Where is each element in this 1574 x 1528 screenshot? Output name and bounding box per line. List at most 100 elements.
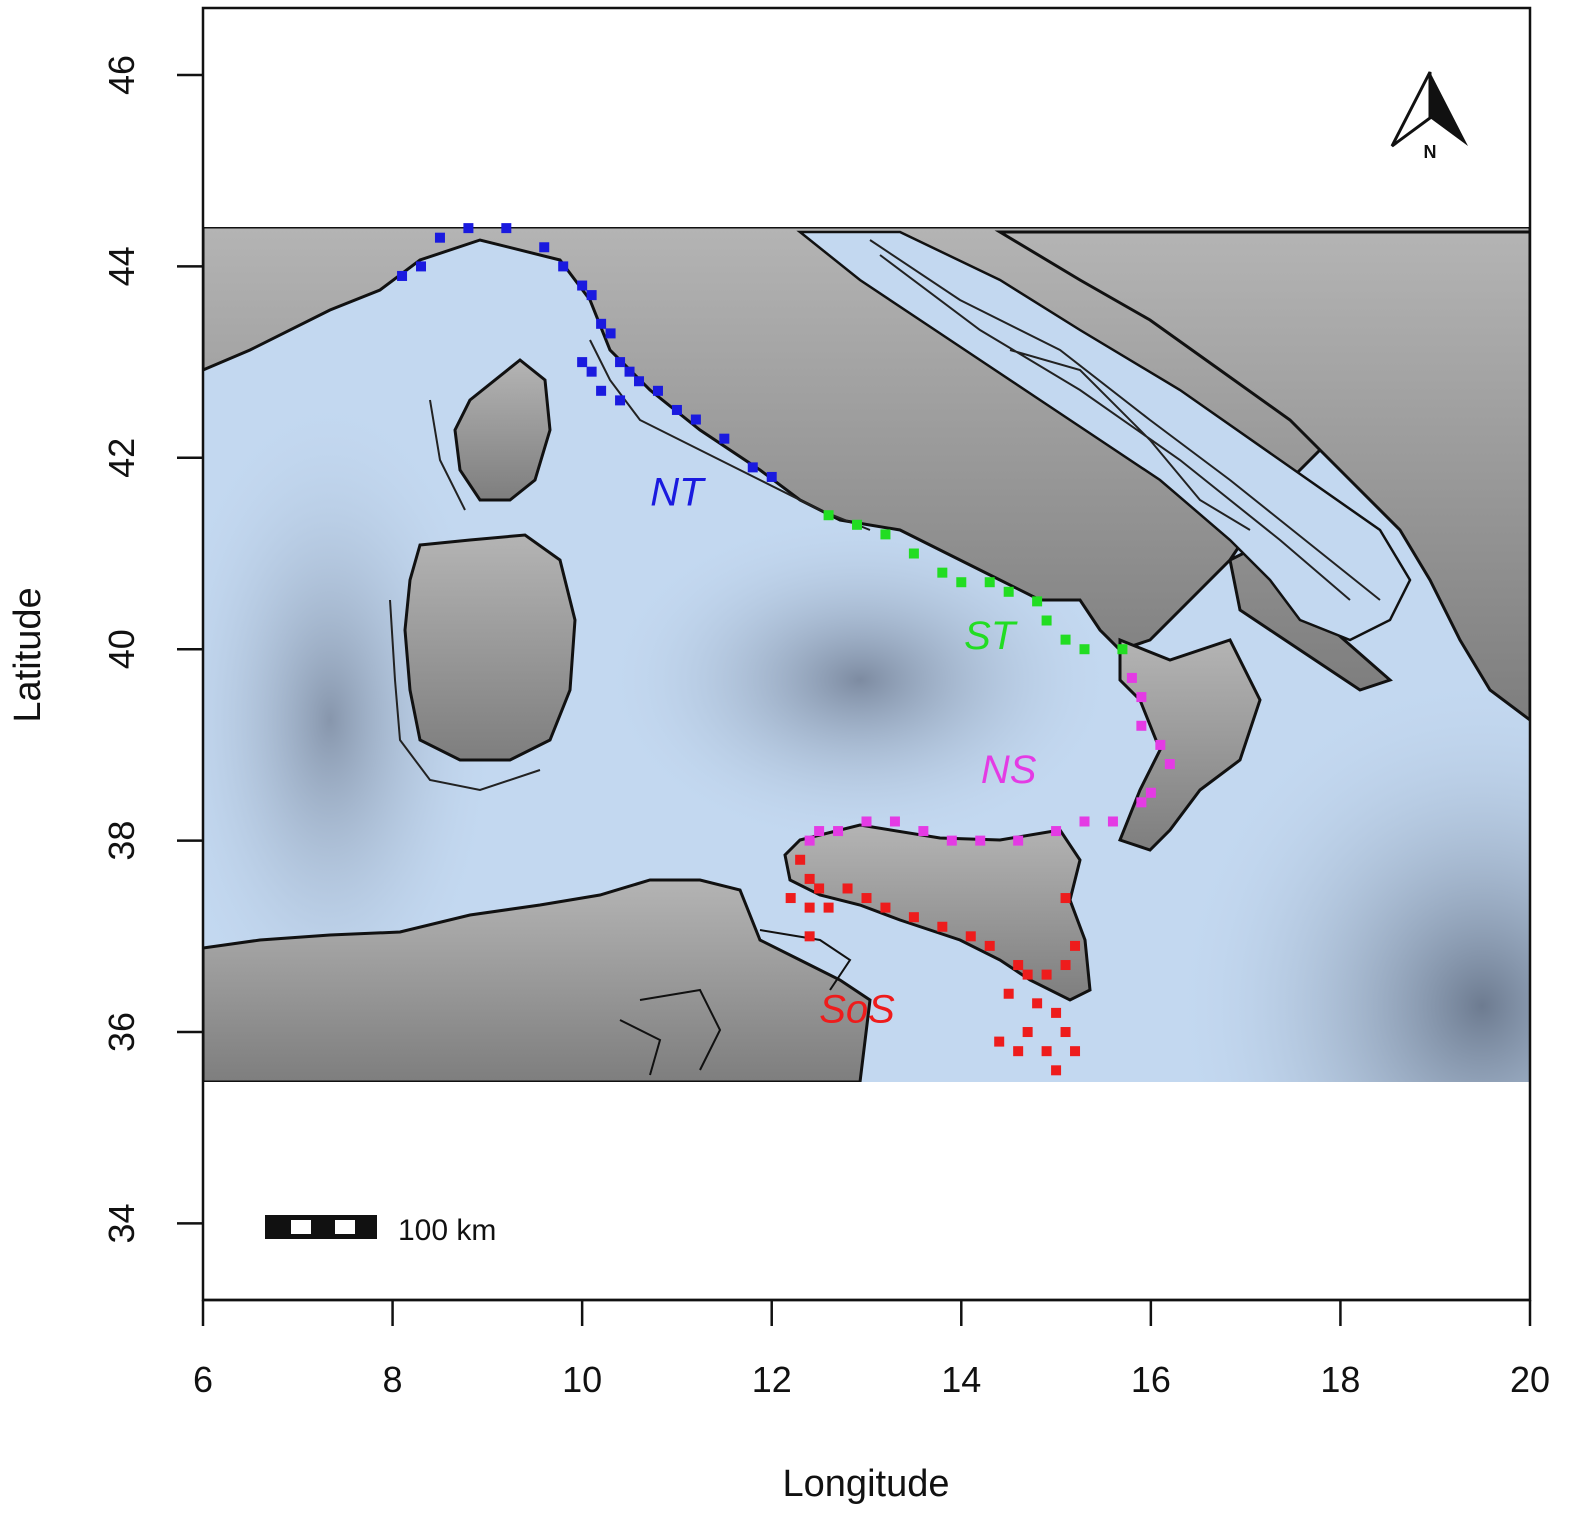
sample-point-sos [842,883,853,894]
sample-point-ns [1136,797,1147,808]
sample-point-nt [624,366,635,377]
sample-point-nt [501,223,512,234]
sample-point-nt [463,223,474,234]
sample-point-sos [814,883,825,894]
sample-point-nt [671,404,682,415]
scale-bar-segment-white-2 [335,1220,355,1234]
sample-point-ns [814,826,825,837]
sample-point-sos [1041,969,1052,980]
sample-point-sos [908,912,919,923]
x-tick-label: 12 [752,1359,792,1400]
sample-point-sos [823,902,834,913]
sample-point-sos [804,873,815,884]
sample-point-ns [861,816,872,827]
sample-point-st [823,510,834,521]
sample-point-sos [1051,1007,1062,1018]
isobaths [389,239,1381,792]
sample-point-sos [1070,940,1081,951]
sample-point-sos [994,1036,1005,1047]
region-label-nt: NT [650,471,706,515]
sample-point-nt [605,328,616,339]
sample-point-sos [1032,998,1043,1009]
y-axis-title: Latitude [7,587,49,722]
sample-point-ns [1051,826,1062,837]
sicily [783,823,1092,1002]
sample-point-sos [937,921,948,932]
sample-point-ns [1013,835,1024,846]
sample-point-ns [1126,672,1137,683]
sample-point-ns [1136,692,1147,703]
sample-point-nt [766,471,777,482]
sample-point-sos [804,902,815,913]
scale-bar-segment-white-1 [291,1220,311,1234]
sample-point-ns [975,835,986,846]
region-label-ns: NS [981,748,1037,792]
sample-point-ns [1155,739,1166,750]
y-axis: 34 36 38 40 42 44 46 [101,55,203,1243]
sample-point-nt [747,462,758,473]
sample-point-nt [416,261,427,272]
sample-point-sos [1003,988,1014,999]
north-africa [203,878,872,1082]
x-axis-title: Longitude [783,1463,950,1505]
north-arrow: N [1390,71,1468,162]
sample-point-sos [785,893,796,904]
x-tick-label: 20 [1510,1359,1550,1400]
x-tick-label: 10 [562,1359,602,1400]
y-tick-label: 44 [101,246,142,286]
sample-point-nt [586,366,597,377]
north-arrow-right-half [1430,72,1468,146]
sample-point-st [1079,644,1090,655]
sample-point-sos [1041,1046,1052,1057]
y-tick-label: 34 [101,1203,142,1243]
y-tick-label: 40 [101,629,142,669]
adriatic-sea [796,230,1412,642]
sample-point-sos [1022,969,1033,980]
sample-point-ns [1136,720,1147,731]
sample-point-ns [833,826,844,837]
sample-point-nt [596,318,607,329]
deep-ionian [1170,670,1530,1082]
x-tick-label: 16 [1131,1359,1171,1400]
sample-point-nt [577,357,588,368]
sample-point-st [956,577,967,588]
sample-point-sos [1070,1046,1081,1057]
sample-point-sos [1060,960,1071,971]
x-tick-label: 18 [1320,1359,1360,1400]
sample-point-st [908,548,919,559]
sample-point-sos [880,902,891,913]
sample-point-ns [918,826,929,837]
balkans [994,230,1530,722]
sample-point-sos [1060,893,1071,904]
scale-bar-label: 100 km [398,1214,496,1247]
y-tick-label: 36 [101,1012,142,1052]
sample-point-nt [596,385,607,396]
corsica [453,358,552,502]
deep-tyrrhenian [600,510,1120,850]
sample-point-sos [984,940,995,951]
sample-point-nt [558,261,569,272]
region-label-sos: SoS [819,987,895,1031]
sample-point-st [880,529,891,540]
sample-point-nt [397,270,408,281]
sample-point-st [1117,644,1128,655]
sample-point-st [937,567,948,578]
scale-bar-outline [265,1215,377,1239]
sardinia [403,533,577,762]
sample-point-sos [1013,1046,1024,1057]
sample-point-ns [1079,816,1090,827]
y-tick-label: 46 [101,55,142,95]
sample-point-nt [539,242,550,253]
sample-point-st [984,577,995,588]
scale-bar: 100 km [265,1214,496,1247]
bathymetry-raster [203,227,1530,1082]
sample-point-nt [615,357,626,368]
y-tick-label: 38 [101,821,142,861]
sample-point-ns [946,835,957,846]
sample-point-nt [652,385,663,396]
sample-point-st [1003,586,1014,597]
sample-point-ns [1145,787,1156,798]
sample-point-st [852,519,863,530]
sample-point-nt [719,433,730,444]
